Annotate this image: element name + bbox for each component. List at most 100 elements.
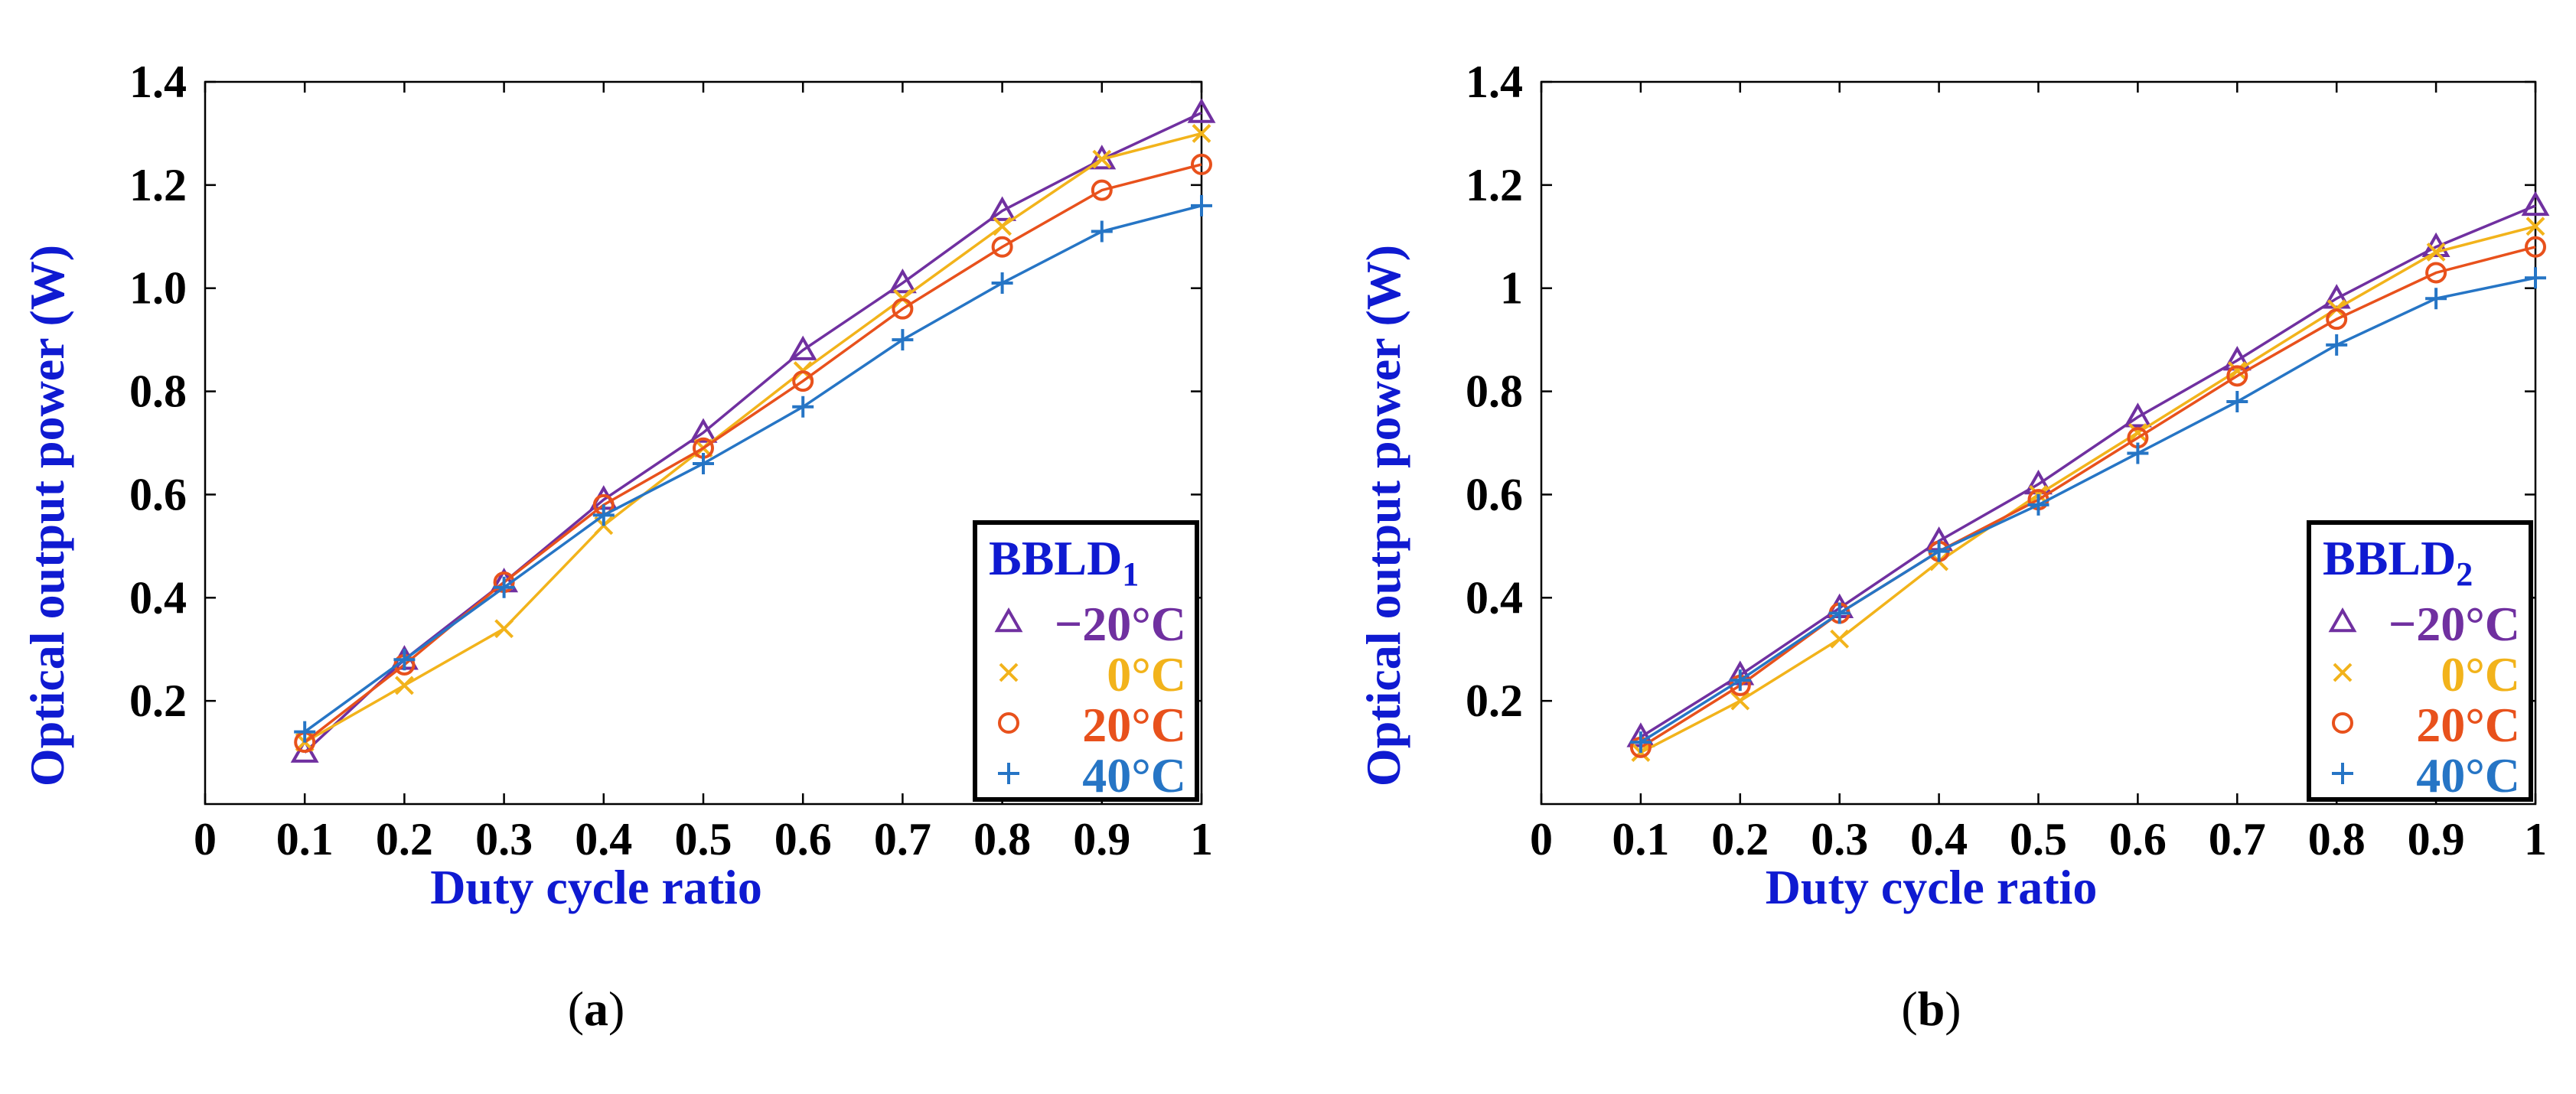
y-tick-label: 0.6	[129, 469, 187, 519]
data-point	[2426, 243, 2446, 262]
data-point	[1091, 220, 1113, 243]
data-point	[1629, 731, 1652, 754]
x-tick-label: 0.4	[575, 814, 632, 864]
x-tick-label: 0.6	[2109, 814, 2167, 864]
data-point	[689, 418, 718, 443]
x-tick-label: 0.7	[2209, 814, 2266, 864]
chart-panel-1: 0 0.1 0.2 0.3 0.4 0.5 0.6 0.7 0.8 0.9 1 0.2 0.4 0.6 0.…	[20, 57, 1216, 1036]
data-point	[1828, 602, 1850, 624]
data-point	[693, 452, 714, 474]
x-tick-label: 0.4	[1910, 814, 1968, 864]
legend-marker	[998, 763, 1019, 784]
data-point	[1729, 669, 1751, 692]
legend-title-subscript: 1	[1122, 555, 1139, 593]
series-line	[1640, 225, 2536, 754]
x-tick-label: 0.9	[1073, 814, 1130, 864]
series-1	[1626, 190, 2550, 747]
data-point	[2521, 190, 2550, 217]
y-tick-label: 0.6	[1466, 469, 1523, 519]
data-point	[1730, 691, 1750, 711]
data-point	[394, 676, 414, 695]
data-point	[393, 649, 416, 671]
data-point	[888, 268, 917, 294]
y-tick-label: 0.2	[129, 676, 187, 726]
legend-box	[973, 520, 1199, 802]
legend-label: −20°C	[1055, 597, 1186, 651]
y-axis-label: Optical output power (W)	[1356, 245, 1410, 786]
legend-marker	[2328, 607, 2357, 633]
x-tick-label: 0.9	[2408, 814, 2465, 864]
legend-title-main: BBLD	[989, 531, 1122, 585]
x-axis-label: Duty cycle ratio	[430, 860, 762, 914]
data-point	[788, 335, 817, 360]
data-point	[2226, 365, 2248, 387]
data-point	[1091, 179, 1113, 201]
series-4	[294, 194, 1212, 743]
legend-title-main: BBLD	[2323, 531, 2456, 585]
data-point	[993, 217, 1012, 236]
data-point	[592, 504, 615, 526]
data-point	[2127, 442, 2149, 464]
series-line	[304, 111, 1202, 754]
y-tick-label: 0.8	[129, 366, 187, 417]
data-point	[2525, 267, 2546, 289]
data-point	[1192, 124, 1211, 143]
y-tick-label: 1.4	[1466, 57, 1523, 107]
legend-marker	[2332, 712, 2353, 734]
data-point	[2326, 334, 2348, 356]
x-tick-label: 0.2	[376, 814, 433, 864]
data-point	[2326, 308, 2348, 330]
series-line	[1639, 204, 2536, 738]
data-point	[991, 236, 1013, 258]
legend: BBLD2−20°C0°C20°C40°C	[2307, 520, 2533, 803]
x-tick-label: 0.1	[1612, 814, 1669, 864]
legend-label: 20°C	[1082, 698, 1186, 752]
legend-title-subscript: 2	[2456, 555, 2473, 593]
legend-title: BBLD2	[2323, 531, 2473, 593]
x-tick-label: 0.8	[2308, 814, 2366, 864]
data-point	[1830, 629, 1850, 649]
x-tick-label: 0.5	[675, 814, 732, 864]
x-tick-label: 0.7	[874, 814, 931, 864]
legend-label: −20°C	[2389, 597, 2520, 651]
series-line	[304, 204, 1202, 734]
data-point	[294, 721, 316, 743]
data-point	[2525, 236, 2546, 258]
data-point	[1191, 194, 1212, 217]
legend-marker	[999, 663, 1019, 682]
data-point	[892, 298, 914, 320]
x-tick-label: 1	[2524, 814, 2547, 864]
panel-label: (b)	[1901, 982, 1961, 1036]
x-tick-label: 0.2	[1711, 814, 1769, 864]
data-point	[1191, 153, 1212, 175]
legend-marker	[998, 712, 1019, 734]
x-axis-label: Duty cycle ratio	[1766, 860, 2098, 914]
data-point	[2123, 402, 2152, 428]
series-line	[1639, 246, 2536, 749]
legend-marker	[2333, 663, 2353, 682]
data-point	[2525, 217, 2545, 236]
legend-label: 40°C	[1082, 748, 1186, 803]
x-tick-label: 0.6	[774, 814, 832, 864]
chart-panel-2: 0 0.1 0.2 0.3 0.4 0.5 0.6 0.7 0.8 0.9 1 0.2 0.4 0.6 0.…	[1356, 57, 2550, 1036]
legend-title: BBLD1	[989, 531, 1139, 593]
data-point	[2226, 391, 2248, 413]
panel-label: (a)	[568, 982, 625, 1036]
data-point	[2425, 288, 2447, 310]
legend-label: 0°C	[2441, 647, 2520, 702]
legend: BBLD1−20°C0°C20°C40°C	[973, 520, 1199, 803]
data-point	[2027, 493, 2049, 516]
x-tick-label: 0.8	[973, 814, 1031, 864]
data-point	[792, 396, 814, 418]
x-tick-label: 0.5	[2010, 814, 2067, 864]
data-point	[494, 619, 514, 639]
x-tick-label: 0	[1530, 814, 1553, 864]
y-tick-label: 0.4	[1466, 572, 1523, 623]
data-point	[493, 576, 515, 598]
data-point	[792, 370, 814, 392]
legend-label: 20°C	[2416, 698, 2520, 752]
y-tick-label: 1.2	[129, 160, 187, 210]
legend-label: 40°C	[2416, 748, 2520, 803]
data-point	[988, 196, 1017, 221]
